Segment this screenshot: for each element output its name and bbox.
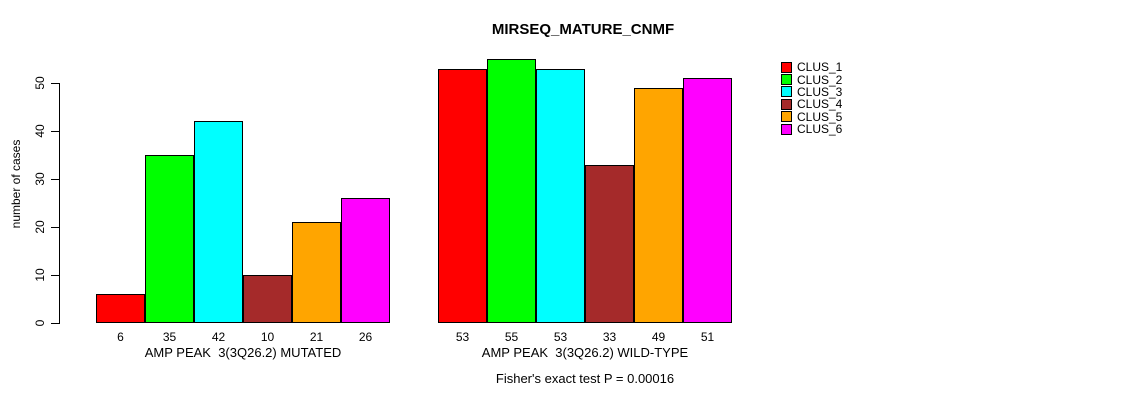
bar-value-label: 42: [211, 330, 226, 344]
legend-item-clus_4: CLUS_4: [781, 97, 843, 112]
y-tick-mark: [51, 227, 59, 228]
bar-value-label: 51: [700, 330, 715, 344]
bar-value-label: 55: [504, 330, 519, 344]
legend-label: CLUS_4: [797, 97, 843, 112]
bar-value-label: 6: [117, 330, 124, 344]
y-tick-label: 30: [33, 172, 47, 186]
y-tick-mark: [51, 323, 59, 324]
legend-swatch: [781, 74, 792, 86]
legend-label: CLUS_3: [797, 84, 843, 99]
y-tick-label: 50: [33, 76, 47, 90]
bar-value-label: 53: [553, 330, 568, 344]
bar-clus_6-group2: [683, 78, 732, 323]
bar-value-label: 35: [162, 330, 177, 344]
y-tick-mark: [51, 179, 59, 180]
bar-clus_2-group2: [487, 59, 536, 323]
legend-item-clus_6: CLUS_6: [781, 122, 843, 137]
y-tick-mark: [51, 131, 59, 132]
bar-clus_4-group1: [243, 275, 292, 323]
legend-swatch: [781, 61, 792, 73]
bar-clus_3-group2: [536, 68, 585, 323]
legend-swatch: [781, 123, 792, 135]
bar-clus_1-group2: [438, 68, 487, 323]
legend-item-clus_5: CLUS_5: [781, 109, 843, 124]
legend-swatch: [781, 86, 792, 98]
bar-clus_1-group1: [96, 294, 145, 323]
legend: CLUS_1 CLUS_2 CLUS_3 CLUS_4 CLUS_5 CLUS_6: [781, 60, 843, 137]
bar-value-label: 21: [309, 330, 324, 344]
bar-value-label: 33: [602, 330, 617, 344]
bar-value-label: 10: [260, 330, 275, 344]
bar-clus_5-group1: [292, 222, 341, 323]
y-tick-label: 0: [33, 319, 47, 327]
legend-item-clus_2: CLUS_2: [781, 72, 843, 87]
y-tick-label: 20: [33, 220, 47, 234]
chart-title: MIRSEQ_MATURE_CNMF: [491, 21, 675, 38]
y-axis-label: number of cases: [9, 139, 23, 229]
bar-value-label: 53: [455, 330, 470, 344]
legend-label: CLUS_2: [797, 72, 843, 87]
bar-value-label: 26: [358, 330, 373, 344]
bar-clus_3-group1: [194, 121, 243, 323]
legend-item-clus_3: CLUS_3: [781, 84, 843, 99]
legend-label: CLUS_1: [797, 60, 843, 75]
bar-clus_5-group2: [634, 87, 683, 323]
fisher-test-annotation: Fisher's exact test P = 0.00016: [495, 371, 675, 386]
legend-item-clus_1: CLUS_1: [781, 60, 843, 75]
bar-value-label: 49: [651, 330, 666, 344]
y-axis-line: [59, 83, 60, 324]
y-tick-mark: [51, 83, 59, 84]
bar-clus_6-group1: [341, 198, 390, 323]
x-group-label-mutated: AMP PEAK 3(3Q26.2) MUTATED: [144, 345, 342, 360]
legend-swatch: [781, 98, 792, 110]
bar-clus_2-group1: [145, 155, 194, 323]
legend-swatch: [781, 111, 792, 123]
y-tick-label: 40: [33, 124, 47, 138]
y-tick-mark: [51, 275, 59, 276]
legend-label: CLUS_6: [797, 122, 843, 137]
bar-clus_4-group2: [585, 164, 634, 323]
legend-label: CLUS_5: [797, 109, 843, 124]
y-tick-label: 10: [33, 268, 47, 282]
x-group-label-wild-type: AMP PEAK 3(3Q26.2) WILD-TYPE: [481, 345, 689, 360]
